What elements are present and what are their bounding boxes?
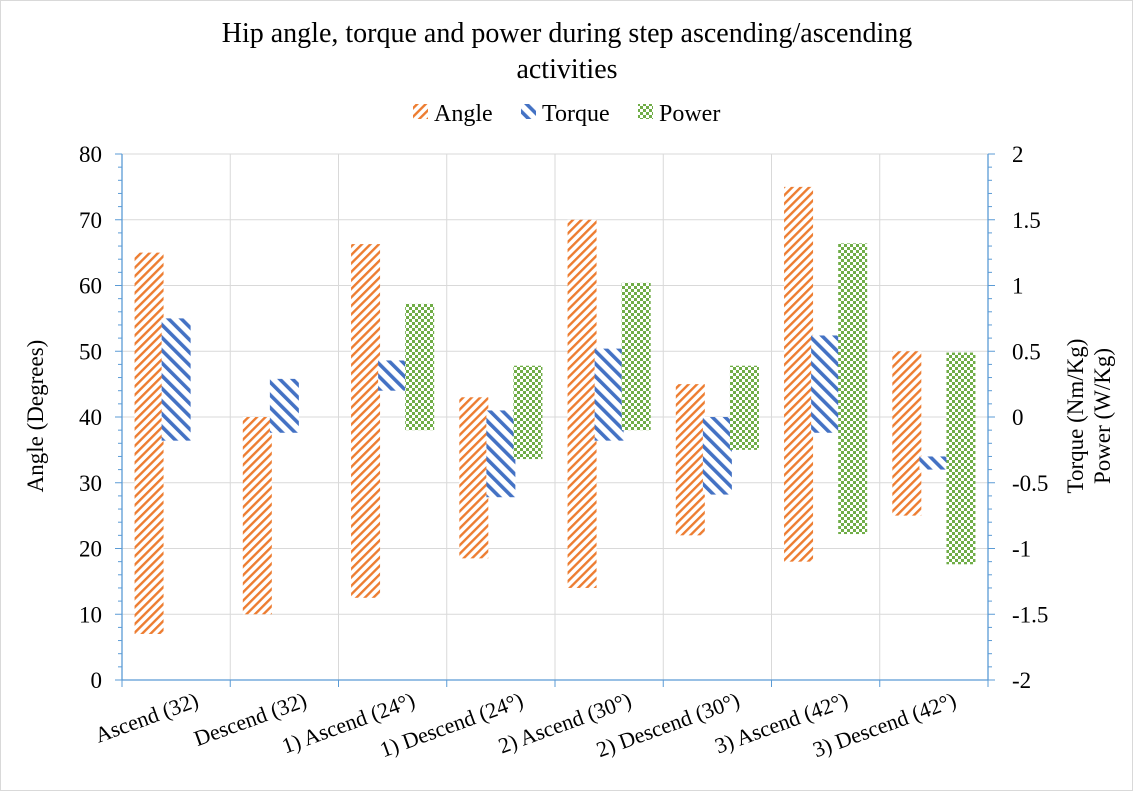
bar-angle-0 [134,252,164,634]
bar-power-5 [729,365,759,450]
right-tick-label: -0.5 [1012,471,1048,496]
bar-angle-4 [567,219,597,588]
left-tick-label: 80 [79,142,102,167]
right-tick-label: 1 [1012,274,1024,299]
x-axis: Ascend (32)Descend (32)1) Ascend (24°)1)… [91,679,989,762]
legend-swatch-torque [521,104,536,119]
left-tick-label: 40 [79,405,102,430]
bar-torque-0 [161,318,191,441]
left-tick-label: 50 [79,339,102,364]
bar-torque-1 [269,378,299,433]
bar-power-4 [621,282,651,431]
bar-torque-7 [919,456,949,470]
bar-angle-6 [784,186,814,562]
bar-torque-3 [486,410,516,498]
right-axis-title: Torque (Nm/Kg) Power (W/Kg) [1063,339,1115,494]
bar-angle-7 [892,351,922,516]
legend-label-power: Power [659,101,720,127]
left-axis: 0 10 20 30 40 50 60 70 80 [79,142,123,693]
left-tick-label: 30 [79,471,102,496]
bar-torque-6 [811,335,841,433]
right-axis-title-line-2: Power (W/Kg) [1090,348,1115,484]
left-tick-label: 70 [79,208,102,233]
bars [134,186,976,634]
right-tick-label: 2 [1012,142,1024,167]
legend: Angle Torque Power [413,101,720,127]
right-axis: -2 -1.5 -1 -0.5 0 0.5 1 1.5 2 [987,142,1048,693]
right-tick-label: -1.5 [1012,602,1048,627]
gridlines [122,153,989,680]
legend-item-torque: Torque [521,101,610,127]
right-tick-label: -2 [1012,668,1031,693]
bar-torque-5 [702,417,732,495]
legend-swatch-power [638,104,653,119]
legend-item-power: Power [638,101,720,127]
legend-label-torque: Torque [542,101,610,127]
left-tick-label: 0 [91,668,103,693]
chart-title: Hip angle, torque and power during step … [222,18,912,85]
bar-torque-2 [378,360,408,391]
legend-label-angle: Angle [434,101,493,127]
bar-angle-5 [675,384,705,536]
bar-power-7 [946,352,976,565]
bar-power-2 [405,303,435,431]
chart-title-line-1: Hip angle, torque and power during step … [222,18,912,49]
chart-title-line-2: activities [516,54,617,85]
right-tick-label: 1.5 [1012,208,1041,233]
left-tick-label: 10 [79,602,102,627]
bar-power-3 [513,365,543,460]
right-tick-label: 0 [1012,405,1024,430]
right-tick-label: -1 [1012,537,1031,562]
left-axis-title: Angle (Degrees) [23,340,48,493]
left-tick-label: 60 [79,274,102,299]
right-tick-label: 0.5 [1012,339,1041,364]
legend-swatch-angle [413,104,428,119]
bar-angle-1 [242,417,272,615]
bar-angle-3 [459,397,489,559]
bar-angle-2 [351,244,381,598]
left-tick-label: 20 [79,537,102,562]
legend-item-angle: Angle [413,101,493,127]
bar-power-6 [838,243,868,535]
bar-torque-4 [594,348,624,441]
x-category-label: Ascend (32) [91,687,201,747]
right-axis-title-line-1: Torque (Nm/Kg) [1063,339,1088,494]
